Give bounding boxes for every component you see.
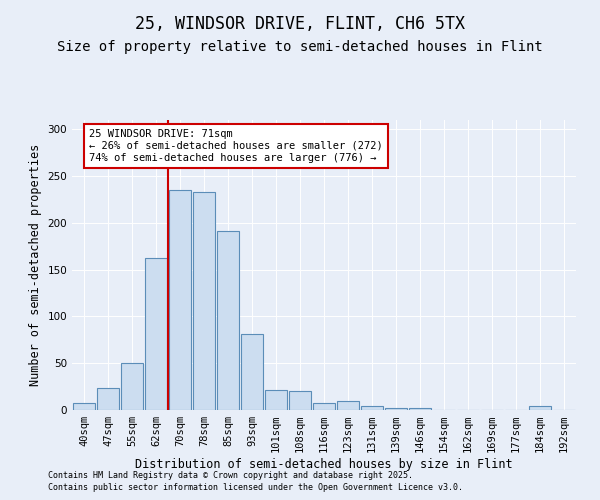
X-axis label: Distribution of semi-detached houses by size in Flint: Distribution of semi-detached houses by … [135,458,513,471]
Bar [169,190,191,410]
Bar [73,402,95,410]
Bar [265,390,287,410]
Text: Size of property relative to semi-detached houses in Flint: Size of property relative to semi-detach… [57,40,543,54]
Text: Contains public sector information licensed under the Open Government Licence v3: Contains public sector information licen… [48,484,463,492]
Bar [193,192,215,410]
Bar [529,406,551,410]
Bar [361,406,383,410]
Text: 25, WINDSOR DRIVE, FLINT, CH6 5TX: 25, WINDSOR DRIVE, FLINT, CH6 5TX [135,15,465,33]
Text: Contains HM Land Registry data © Crown copyright and database right 2025.: Contains HM Land Registry data © Crown c… [48,471,413,480]
Bar [241,334,263,410]
Bar [97,388,119,410]
Bar [121,363,143,410]
Bar [289,392,311,410]
Text: 25 WINDSOR DRIVE: 71sqm
← 26% of semi-detached houses are smaller (272)
74% of s: 25 WINDSOR DRIVE: 71sqm ← 26% of semi-de… [89,130,383,162]
Bar [337,400,359,410]
Y-axis label: Number of semi-detached properties: Number of semi-detached properties [29,144,42,386]
Bar [217,232,239,410]
Bar [145,258,167,410]
Bar [313,404,335,410]
Bar [409,408,431,410]
Bar [385,408,407,410]
